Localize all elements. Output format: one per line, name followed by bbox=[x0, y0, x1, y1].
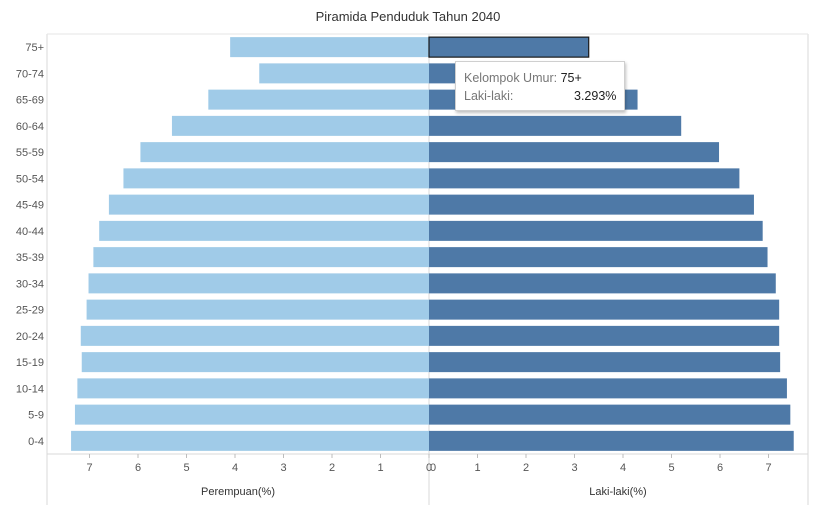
tooltip-series-label: Laki-laki: bbox=[464, 89, 514, 103]
bar-laki-laki bbox=[429, 247, 768, 268]
tooltip-group-label: Kelompok Umur: bbox=[464, 71, 558, 85]
right-axis-tick-label: 1 bbox=[474, 462, 480, 474]
bar-perempuan bbox=[259, 63, 429, 84]
bar-perempuan bbox=[208, 89, 429, 110]
category-label: 50-54 bbox=[16, 173, 44, 185]
bar-perempuan bbox=[81, 352, 430, 373]
bar-perempuan bbox=[77, 378, 429, 399]
bar-laki-laki bbox=[429, 168, 740, 189]
bar-laki-laki bbox=[429, 220, 763, 241]
category-label: 45-49 bbox=[16, 200, 44, 212]
category-label: 70-74 bbox=[16, 68, 44, 80]
right-axis-tick-label: 2 bbox=[523, 462, 529, 474]
bar-perempuan bbox=[74, 404, 429, 425]
bar-perempuan bbox=[171, 115, 429, 136]
right-axis-tick-label: 7 bbox=[765, 462, 771, 474]
tooltip-group-value: 75+ bbox=[560, 71, 582, 85]
bar-perempuan bbox=[86, 299, 429, 320]
bar-perempuan bbox=[123, 168, 429, 189]
bar-perempuan bbox=[108, 194, 430, 215]
left-axis-tick-label: 7 bbox=[86, 462, 92, 474]
bar-laki-laki bbox=[429, 142, 720, 163]
bar-laki-laki bbox=[429, 378, 787, 399]
category-label: 15-19 bbox=[16, 357, 44, 369]
left-axis-tick-label: 4 bbox=[232, 462, 238, 474]
category-label: 25-29 bbox=[16, 305, 44, 317]
bar-laki-laki bbox=[428, 36, 590, 58]
left-axis-title: Perempuan(%) bbox=[201, 486, 275, 498]
bar-laki-laki bbox=[429, 352, 781, 373]
category-label: 75+ bbox=[25, 42, 44, 54]
left-axis-tick-label: 3 bbox=[280, 462, 286, 474]
bar-perempuan bbox=[88, 273, 429, 294]
left-axis-tick-label: 5 bbox=[183, 462, 189, 474]
tooltip: Kelompok Umur: 75+ Laki-laki: 3.293% bbox=[455, 61, 625, 111]
bar-laki-laki bbox=[429, 325, 780, 346]
bar-perempuan bbox=[71, 430, 429, 451]
category-label: 60-64 bbox=[16, 121, 44, 133]
category-label: 30-34 bbox=[16, 278, 44, 290]
right-axis-tick-label: 4 bbox=[620, 462, 626, 474]
left-axis-tick-label: 1 bbox=[377, 462, 383, 474]
category-label: 20-24 bbox=[16, 331, 44, 343]
bar-laki-laki bbox=[429, 115, 682, 136]
chart-title: Piramida Penduduk Tahun 2040 bbox=[316, 9, 501, 24]
left-axis-tick-label: 0 bbox=[426, 462, 432, 474]
category-label: 35-39 bbox=[16, 252, 44, 264]
category-label: 5-9 bbox=[28, 410, 44, 422]
category-label: 55-59 bbox=[16, 147, 44, 159]
bar-perempuan bbox=[99, 220, 429, 241]
left-axis-tick-label: 2 bbox=[329, 462, 335, 474]
bar-laki-laki bbox=[429, 273, 776, 294]
right-axis-title: Laki-laki(%) bbox=[589, 486, 646, 498]
right-axis-tick-label: 3 bbox=[571, 462, 577, 474]
right-axis-tick-label: 0 bbox=[430, 462, 436, 474]
category-label: 65-69 bbox=[16, 95, 44, 107]
right-axis-tick-label: 5 bbox=[668, 462, 674, 474]
bar-perempuan bbox=[93, 247, 429, 268]
category-label: 10-14 bbox=[16, 383, 44, 395]
bar-laki-laki bbox=[429, 299, 780, 320]
bar-laki-laki bbox=[429, 194, 754, 215]
category-label: 0-4 bbox=[28, 436, 44, 448]
bar-perempuan bbox=[140, 142, 430, 163]
bar-perempuan bbox=[80, 325, 430, 346]
bar-laki-laki bbox=[429, 404, 791, 425]
tooltip-series-value: 3.293% bbox=[574, 89, 617, 103]
left-axis-tick-label: 6 bbox=[135, 462, 141, 474]
bar-laki-laki bbox=[429, 430, 794, 451]
right-axis-tick-label: 6 bbox=[717, 462, 723, 474]
bar-perempuan bbox=[230, 37, 429, 58]
category-label: 40-44 bbox=[16, 226, 44, 238]
